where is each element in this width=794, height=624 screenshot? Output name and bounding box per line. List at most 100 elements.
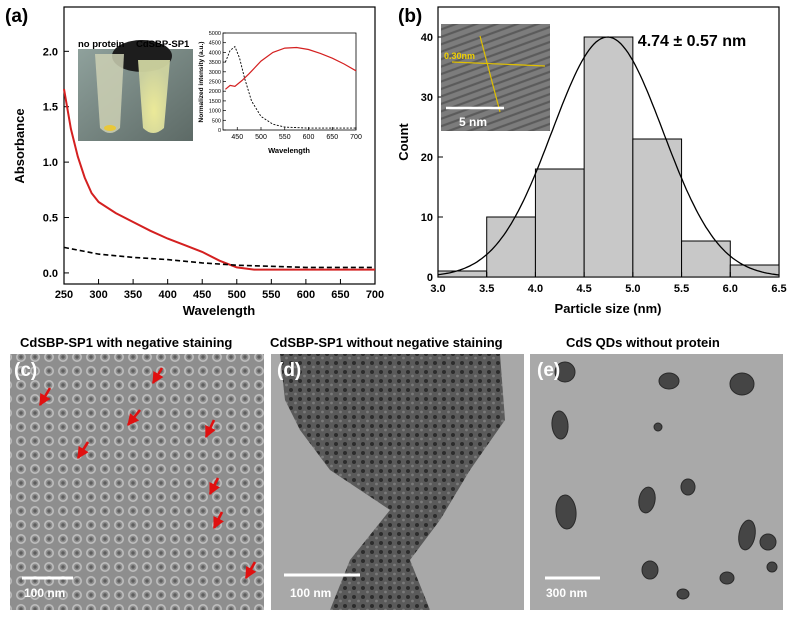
nanoparticle — [551, 410, 569, 440]
inset-xtick-label: 450 — [231, 134, 243, 141]
panel-a-series — [63, 88, 375, 271]
vial-label-cdsbp-sp1: CdSBP-SP1 — [136, 39, 190, 50]
b-ytick-label: 40 — [421, 32, 433, 44]
nanoparticle — [680, 478, 696, 496]
a-ytick-label: 0.5 — [43, 213, 58, 225]
nanoparticle — [719, 571, 735, 585]
pl-inset-series — [224, 45, 357, 129]
a-ytick-label: 1.0 — [43, 157, 58, 169]
red-arrow — [208, 477, 220, 496]
panel-c-haze — [10, 354, 264, 610]
hrtem-image — [441, 24, 550, 131]
b-xtick-label: 5.5 — [674, 283, 689, 295]
inset-xtick-label: 500 — [255, 134, 267, 141]
panel-d-label: (d) — [277, 360, 301, 381]
lattice-marker-line-2 — [451, 61, 546, 67]
nanoparticle — [554, 361, 576, 383]
b-xtick-label: 4.5 — [576, 283, 591, 295]
pl-inset-xlabel: Wavelength — [268, 146, 310, 155]
pl-inset-ticks: 450 500 550 600 650 700 0 500 1000 1500 2000 2500 30… — [209, 31, 362, 141]
vial-no-protein — [95, 54, 124, 133]
b-ytick-label: 30 — [421, 92, 433, 104]
a-xtick-label: 700 — [366, 289, 384, 301]
hrtem-inset: 0.30nm 5 nm — [441, 24, 550, 131]
panel-b-ticks: 3.0 3.5 4.0 4.5 5.0 5.5 6.0 6.5 0 10 20 30 40 — [421, 32, 787, 295]
red-arrow — [76, 441, 90, 459]
b-ytick-label: 20 — [421, 152, 433, 164]
vial-cdsbp-sp1 — [138, 60, 170, 133]
panel-a-ticks: 250 300 350 400 450 500 550 600 650 700 0.0 0.5 1.0 1… — [43, 46, 384, 301]
histogram-bar — [681, 240, 731, 278]
panel-e: CdS QDs without protein (e) 300 nm — [530, 335, 783, 610]
panel-a-plot-frame — [63, 6, 376, 285]
a-xtick-label: 250 — [55, 289, 73, 301]
nanoparticle — [555, 494, 577, 530]
panel-a-ylabel: Absorbance — [12, 108, 27, 183]
red-arrow — [38, 387, 52, 407]
lattice-marker-line — [479, 35, 501, 113]
panel-c: CdSBP-SP1 with negative staining (c) 100… — [10, 335, 264, 610]
b-xtick-label: 4.0 — [528, 283, 543, 295]
b-ytick-label: 0 — [427, 272, 433, 284]
histogram-bar — [534, 168, 585, 278]
inset-ytick-label: 1500 — [209, 99, 221, 105]
vial-label-no-protein: no protein — [78, 39, 125, 50]
lattice-spacing-label: 0.30nm — [444, 51, 475, 61]
b-xtick-label: 3.5 — [479, 283, 494, 295]
panel-d-scalebar-label: 100 nm — [290, 586, 331, 600]
panel-d-caption: CdSBP-SP1 without negative staining — [270, 335, 503, 350]
inset-xtick-label: 700 — [350, 134, 362, 141]
a-ytick-label: 1.5 — [43, 102, 58, 114]
pl-inset-frame — [222, 32, 357, 131]
gaussian-fit-curve — [437, 36, 780, 276]
panel-c-caption: CdSBP-SP1 with negative staining — [20, 335, 232, 350]
pl-series-0 — [225, 46, 357, 90]
inset-xtick-label: 650 — [326, 134, 338, 141]
inset-ytick-label: 2000 — [209, 89, 221, 95]
a-xtick-label: 300 — [89, 289, 107, 301]
histogram-bar — [583, 36, 634, 278]
panel-a-label: (a) — [5, 6, 28, 27]
a-xtick-label: 600 — [297, 289, 315, 301]
red-arrow — [126, 409, 142, 426]
inset-ytick-label: 4000 — [209, 50, 221, 56]
b-ytick-label: 10 — [421, 212, 433, 224]
panel-b: (b) 3.0 3.5 4.0 4.5 5.0 5.5 6.0 6.5 0 10 20 30 40 Pa… — [396, 6, 787, 316]
hrtem-haze — [441, 24, 550, 131]
absorbance-series-1 — [63, 246, 375, 269]
a-xtick-label: 400 — [158, 289, 176, 301]
panel-d: CdSBP-SP1 without negative staining (d) … — [270, 335, 524, 610]
red-arrow — [244, 561, 257, 580]
pl-inset-ylabel: Normalized intensity (a.u.) — [198, 42, 205, 123]
b-xtick-label: 6.5 — [771, 283, 786, 295]
red-arrow — [204, 419, 216, 439]
panel-a: (a) 250 300 350 400 450 500 550 600 650 700 0.0 0.5… — [5, 6, 384, 318]
aggregate-region — [280, 354, 505, 610]
inset-ytick-label: 5000 — [209, 31, 221, 37]
red-arrow — [151, 367, 164, 385]
nanoparticle — [658, 372, 680, 390]
inset-ytick-label: 3500 — [209, 60, 221, 66]
panel-e-scalebar-label: 300 nm — [546, 586, 587, 600]
panel-e-caption: CdS QDs without protein — [566, 335, 720, 350]
red-arrow — [212, 511, 224, 530]
panel-c-label: (c) — [14, 360, 37, 381]
b-xtick-label: 5.0 — [625, 283, 640, 295]
panel-b-bars — [437, 36, 780, 278]
vial-no-protein-pellet — [104, 125, 116, 131]
panel-e-label: (e) — [537, 360, 560, 381]
inset-ytick-label: 4500 — [209, 41, 221, 47]
b-xtick-label: 6.0 — [723, 283, 738, 295]
inset-ytick-label: 500 — [212, 118, 221, 124]
hrtem-scalebar-label: 5 nm — [459, 115, 487, 129]
inset-xtick-label: 600 — [303, 134, 315, 141]
vial-photo-inset: no protein CdSBP-SP1 — [78, 39, 193, 141]
nanoparticle — [759, 533, 777, 551]
panel-b-ylabel: Count — [396, 123, 411, 161]
a-xtick-label: 550 — [262, 289, 280, 301]
panel-c-image — [10, 354, 264, 610]
panel-a-xlabel: Wavelength — [183, 303, 256, 318]
panel-c-arrows — [38, 367, 257, 580]
panel-b-xlabel: Particle size (nm) — [555, 301, 662, 316]
